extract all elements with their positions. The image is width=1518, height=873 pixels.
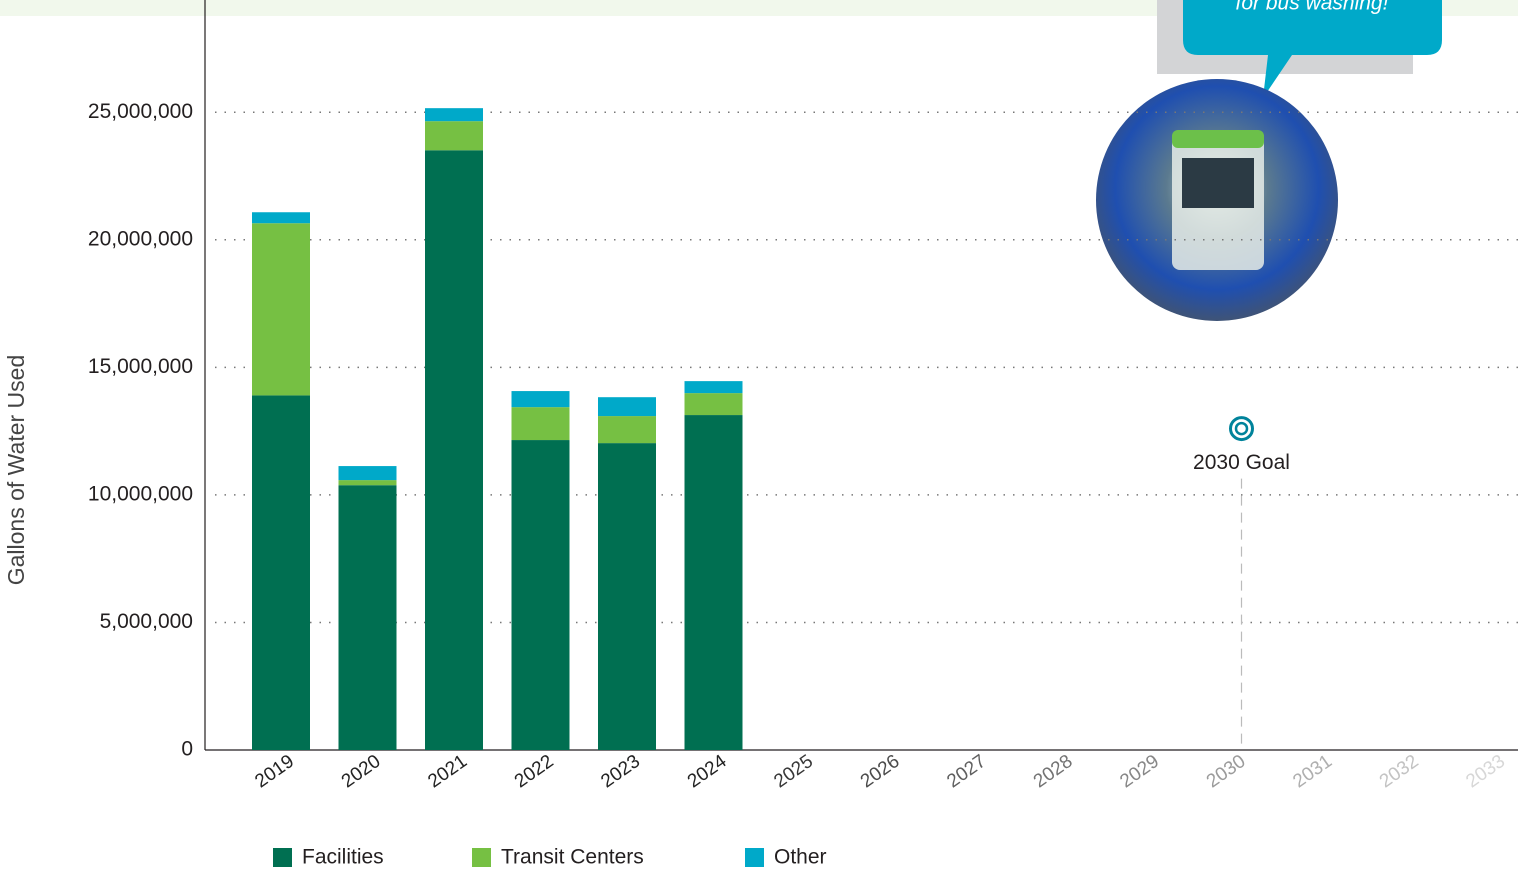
bar-segment <box>511 440 570 750</box>
x-tick-label: 2024 <box>684 751 731 793</box>
bar-segment <box>252 223 310 396</box>
x-tick-label: 2027 <box>943 751 990 792</box>
y-tick-label: 10,000,000 <box>88 482 193 505</box>
x-tick-label: 2029 <box>1116 751 1163 792</box>
legend-swatch <box>472 848 491 867</box>
bus-photo <box>1182 158 1254 208</box>
x-tick-label: 2033 <box>1462 751 1509 792</box>
bar-segment <box>598 397 656 417</box>
y-tick-label: 20,000,000 <box>88 227 193 250</box>
x-tick-label: 2032 <box>1376 751 1423 792</box>
legend-swatch <box>273 848 292 867</box>
x-tick-label: 2021 <box>424 751 471 792</box>
bar-segment <box>425 121 483 151</box>
legend-label: Facilities <box>302 846 384 869</box>
x-tick-label: 2022 <box>511 751 558 792</box>
callout-text: for bus washing! <box>1236 0 1389 15</box>
y-tick-label: 25,000,000 <box>88 100 193 123</box>
x-tick-label: 2026 <box>857 751 904 792</box>
x-tick-label: 2019 <box>251 751 298 792</box>
legend-label: Transit Centers <box>501 846 644 869</box>
x-tick-label: 2023 <box>597 751 644 792</box>
bar-segment <box>252 212 310 224</box>
bar-segment <box>338 466 397 481</box>
bar-segment <box>598 416 656 444</box>
bar-segment <box>338 480 397 486</box>
y-tick-label: 15,000,000 <box>88 355 193 378</box>
bar-segment <box>252 395 310 750</box>
y-tick-label: 0 <box>181 738 193 761</box>
goal-label: 2030 Goal <box>1193 451 1290 474</box>
bar-segment <box>511 391 570 408</box>
bus-photo <box>1172 130 1264 148</box>
bar-segment <box>338 485 397 750</box>
bar-segment <box>684 393 743 416</box>
goal-marker <box>1229 416 1254 442</box>
legend-swatch <box>745 848 764 867</box>
x-tick-label: 2025 <box>770 751 817 792</box>
y-axis-label: Gallons of Water Used <box>3 355 29 586</box>
callout-bubble <box>1183 0 1442 98</box>
bar-segment <box>598 443 656 750</box>
top-band <box>0 0 1518 16</box>
legend-label: Other <box>774 846 827 869</box>
bar-segment <box>511 407 570 441</box>
bar-segment <box>684 381 743 394</box>
x-tick-label: 2031 <box>1289 751 1336 792</box>
goal-marker-ring <box>1234 421 1249 436</box>
bar-segment <box>684 415 743 750</box>
y-tick-label: 5,000,000 <box>100 610 193 633</box>
x-tick-label: 2020 <box>338 751 385 792</box>
x-tick-label: 2030 <box>1203 751 1250 792</box>
bar-segment <box>425 108 483 122</box>
bar-segment <box>425 150 483 750</box>
x-tick-label: 2028 <box>1030 751 1077 792</box>
